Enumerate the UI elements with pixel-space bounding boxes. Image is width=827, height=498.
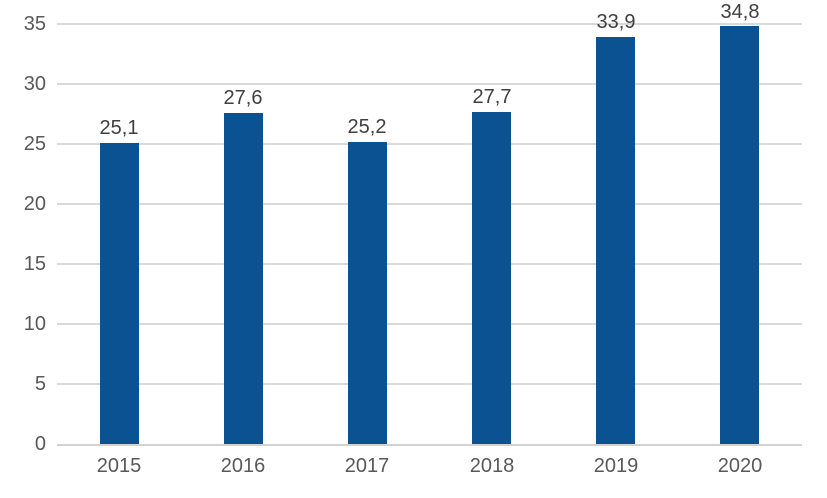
- gridline: [57, 383, 802, 385]
- gridline: [57, 143, 802, 145]
- y-axis-tick-label: 30: [23, 73, 46, 95]
- gridline: [57, 203, 802, 205]
- x-axis-tick-label: 2020: [717, 455, 763, 477]
- y-axis-tick-label: 20: [23, 193, 46, 215]
- x-axis-tick-label: 2018: [469, 455, 515, 477]
- gridline: [57, 323, 802, 325]
- y-axis-tick-label: 35: [23, 13, 46, 35]
- y-axis-tick-label: 10: [23, 313, 46, 335]
- bar-value-label: 25,2: [347, 116, 387, 138]
- x-axis-tick-label: 2015: [96, 455, 142, 477]
- bar-value-label: 27,7: [472, 86, 512, 108]
- y-axis-tick-label: 25: [23, 133, 46, 155]
- bar-value-label: 33,9: [596, 11, 636, 33]
- bar: [596, 37, 635, 444]
- gridline: [57, 83, 802, 85]
- bar: [224, 113, 263, 444]
- y-axis-tick-label: 0: [34, 433, 46, 455]
- y-axis-tick-label: 5: [34, 373, 46, 395]
- bar-value-label: 25,1: [99, 117, 139, 139]
- x-axis-tick-label: 2019: [593, 455, 639, 477]
- y-axis-tick-label: 15: [23, 253, 46, 275]
- gridline: [57, 263, 802, 265]
- x-axis-tick-label: 2016: [220, 455, 266, 477]
- bar-value-label: 27,6: [223, 87, 263, 109]
- x-axis-line: [57, 444, 802, 446]
- x-axis-tick-label: 2017: [344, 455, 390, 477]
- bar: [472, 112, 511, 444]
- bar: [100, 143, 139, 444]
- bar-value-label: 34,8: [720, 1, 760, 23]
- bar: [720, 26, 759, 444]
- bar: [348, 142, 387, 444]
- gridline: [57, 23, 802, 25]
